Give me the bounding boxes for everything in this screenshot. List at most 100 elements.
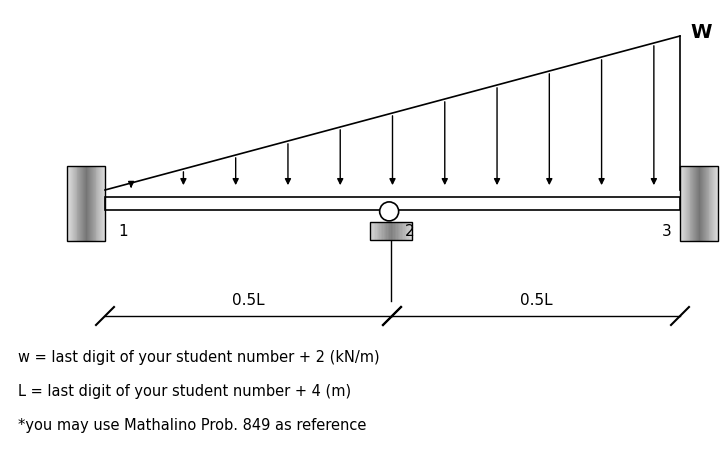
Bar [409,222,410,240]
Bar [694,165,695,240]
Text: W: W [690,23,712,43]
Bar [104,165,105,240]
Bar [717,165,718,240]
Bar [375,222,377,240]
Bar [389,222,390,240]
Bar [88,165,89,240]
Bar [81,165,82,240]
Text: 0.5L: 0.5L [520,293,553,308]
Bar [401,222,402,240]
Bar [84,165,85,240]
Bar [684,165,685,240]
Bar [101,165,103,240]
Bar [682,165,683,240]
Bar [688,165,689,240]
Bar [393,222,395,240]
Bar [67,165,105,240]
Bar [369,222,411,240]
Bar [79,165,80,240]
Bar [403,222,404,240]
Bar [75,165,76,240]
Bar [386,222,387,240]
Bar [702,165,703,240]
Bar [97,165,98,240]
Text: 1: 1 [118,224,128,239]
Bar [76,165,78,240]
Bar [72,165,73,240]
Bar [90,165,91,240]
Bar [707,165,709,240]
Bar [689,165,691,240]
Bar [87,165,88,240]
Bar [697,165,698,240]
Bar [68,165,69,240]
Bar [89,165,90,240]
Bar [396,222,398,240]
Bar [374,222,375,240]
Bar [698,165,699,240]
Text: *you may use Mathalino Prob. 849 as reference: *you may use Mathalino Prob. 849 as refe… [18,418,366,433]
Bar [69,165,70,240]
Bar [392,222,393,240]
Bar [94,165,95,240]
Bar [704,165,706,240]
Bar [377,222,378,240]
Bar [713,165,714,240]
Bar [716,165,717,240]
Bar [379,222,381,240]
Text: 3: 3 [662,224,672,239]
Bar [67,165,68,240]
Bar [680,165,681,240]
Bar [369,222,371,240]
Bar [73,165,75,240]
Bar [700,165,701,240]
Bar [71,165,72,240]
Bar [385,222,386,240]
Bar [372,222,374,240]
Bar [695,165,696,240]
Bar [406,222,407,240]
Bar [706,165,707,240]
Bar [714,165,715,240]
Bar [395,222,396,240]
Bar [378,222,379,240]
Bar [398,222,399,240]
Bar [680,165,718,240]
Bar [82,165,83,240]
Bar [683,165,684,240]
Bar [85,165,86,240]
Bar [105,196,680,209]
Bar [402,222,403,240]
Bar [699,165,700,240]
Bar [686,165,688,240]
Text: w = last digit of your student number + 2 (kN/m): w = last digit of your student number + … [18,350,379,365]
Bar [92,165,94,240]
Bar [83,165,84,240]
Text: 0.5L: 0.5L [232,293,265,308]
Bar [715,165,716,240]
Bar [390,222,392,240]
Bar [410,222,411,240]
Bar [692,165,694,240]
Text: 2: 2 [405,224,414,239]
Bar [710,165,711,240]
Bar [384,222,385,240]
Circle shape [379,202,398,221]
Bar [91,165,92,240]
Bar [100,165,101,240]
Bar [98,165,100,240]
Bar [381,222,382,240]
Bar [95,165,97,240]
Bar [86,165,87,240]
Bar [78,165,79,240]
Bar [691,165,692,240]
Bar [399,222,401,240]
Bar [103,165,104,240]
Bar [685,165,686,240]
Text: L = last digit of your student number + 4 (m): L = last digit of your student number + … [18,384,351,399]
Bar [371,222,372,240]
Bar [696,165,697,240]
Bar [681,165,682,240]
Bar [404,222,406,240]
Bar [387,222,389,240]
